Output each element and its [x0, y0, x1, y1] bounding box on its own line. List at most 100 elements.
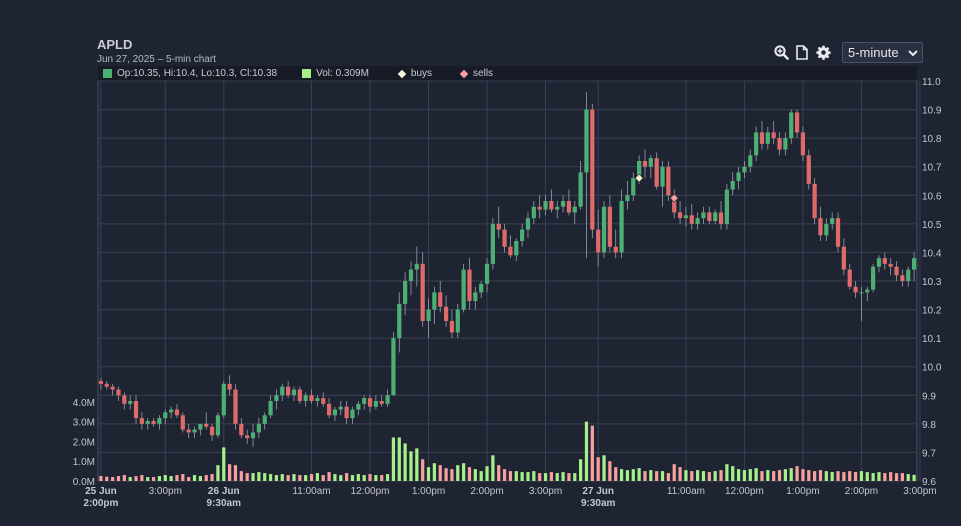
candle-body [619, 201, 624, 253]
candle-body [876, 258, 882, 267]
volume-bar [877, 472, 881, 481]
price-tick-label: 10.9 [922, 106, 942, 117]
volume-bar [707, 472, 711, 481]
volume-bar [391, 437, 396, 481]
candle-body [438, 292, 443, 307]
candle-body [385, 395, 390, 404]
candle-body [373, 401, 378, 407]
candle-body [660, 166, 665, 187]
candle-body [789, 112, 794, 139]
candle-body [274, 395, 279, 401]
candle-body [479, 283, 484, 293]
volume-bar [116, 476, 121, 481]
gear-icon[interactable] [815, 45, 831, 61]
document-icon[interactable] [794, 45, 810, 61]
candle-body [262, 415, 267, 424]
candle-body [549, 201, 554, 210]
candle-body [321, 398, 326, 404]
volume-bar [175, 475, 179, 481]
candle-body [847, 269, 852, 287]
volume-bar [807, 470, 811, 481]
legend-sells[interactable]: sells [459, 68, 493, 79]
time-tick-label: 12:00pm [725, 486, 764, 497]
volume-bar [614, 467, 618, 481]
volume-bar [122, 475, 126, 481]
volume-bar [532, 471, 536, 481]
candle-body [145, 421, 150, 424]
candle-body [303, 395, 308, 401]
candle-body [408, 269, 414, 281]
volume-bar [268, 474, 273, 481]
volume-bar [491, 455, 495, 481]
candle-body [882, 258, 887, 264]
volume-bar [760, 471, 764, 481]
volume-bar [906, 474, 910, 481]
time-tick-label: 3:00pm [903, 486, 936, 497]
candle-body [215, 415, 221, 436]
interval-select[interactable]: 5-minute [842, 42, 923, 63]
price-tick-label: 10.7 [922, 163, 942, 174]
volume-bar [772, 471, 776, 481]
volume-bar [789, 468, 793, 481]
zoom-in-icon[interactable] [773, 45, 789, 61]
candle-body [754, 132, 759, 156]
candle-body [724, 189, 729, 224]
candle-body [443, 306, 449, 321]
candle-body [777, 138, 782, 150]
volume-swatch-icon [302, 69, 312, 78]
volume-bar [216, 465, 220, 481]
candle-body [332, 409, 338, 416]
candle-body [783, 138, 788, 150]
volume-bar [432, 463, 436, 481]
candle-body [309, 395, 314, 401]
candle-body [245, 435, 250, 439]
candle-body [455, 309, 460, 333]
candle-body [116, 389, 121, 396]
candle-body [473, 292, 478, 301]
volume-bar [321, 475, 325, 481]
volume-bar [555, 473, 559, 481]
time-tick-label: 26 Jun [208, 486, 240, 497]
volume-bar [450, 469, 454, 481]
volume-bar [631, 469, 635, 481]
volume-bar [403, 443, 407, 481]
candle-body [297, 389, 302, 401]
candle-body [736, 172, 741, 181]
candle-body [830, 218, 835, 224]
chart-subtitle: Jun 27, 2025 – 5-min chart [97, 54, 216, 65]
volume-bar [350, 475, 355, 481]
volume-bar [274, 475, 279, 481]
volume-bar [140, 475, 144, 481]
volume-bar [456, 465, 460, 481]
volume-bar [637, 468, 641, 481]
candle-body [268, 401, 273, 416]
volume-bar [245, 473, 249, 481]
price-tick-label: 10.2 [922, 306, 942, 317]
candle-body [906, 269, 911, 281]
legend-volume-text: Vol: 0.309M [316, 68, 369, 79]
volume-bar [479, 471, 483, 481]
volume-bar [549, 472, 553, 481]
candle-body [157, 418, 162, 424]
price-tick-label: 10.5 [922, 220, 942, 231]
candle-body [356, 403, 361, 410]
candle-body [420, 263, 425, 321]
volume-bar [292, 474, 296, 481]
candle-body [631, 178, 636, 196]
candle-body [227, 383, 232, 390]
time-tick-label: 1:00pm [412, 486, 445, 497]
ticker-title: APLD [97, 37, 133, 52]
volume-bar [842, 472, 846, 481]
volume-bar [643, 471, 647, 481]
legend-buys[interactable]: buys [397, 68, 432, 79]
candle-body [601, 206, 607, 253]
volume-bar [584, 421, 589, 481]
candle-body [514, 241, 519, 256]
volume-bar [871, 473, 875, 481]
volume-bar [795, 466, 799, 481]
volume-bar [853, 472, 858, 481]
volume-bar [385, 474, 390, 481]
volume-bar [151, 477, 156, 481]
time-tick-label: 11:00am [667, 486, 705, 497]
